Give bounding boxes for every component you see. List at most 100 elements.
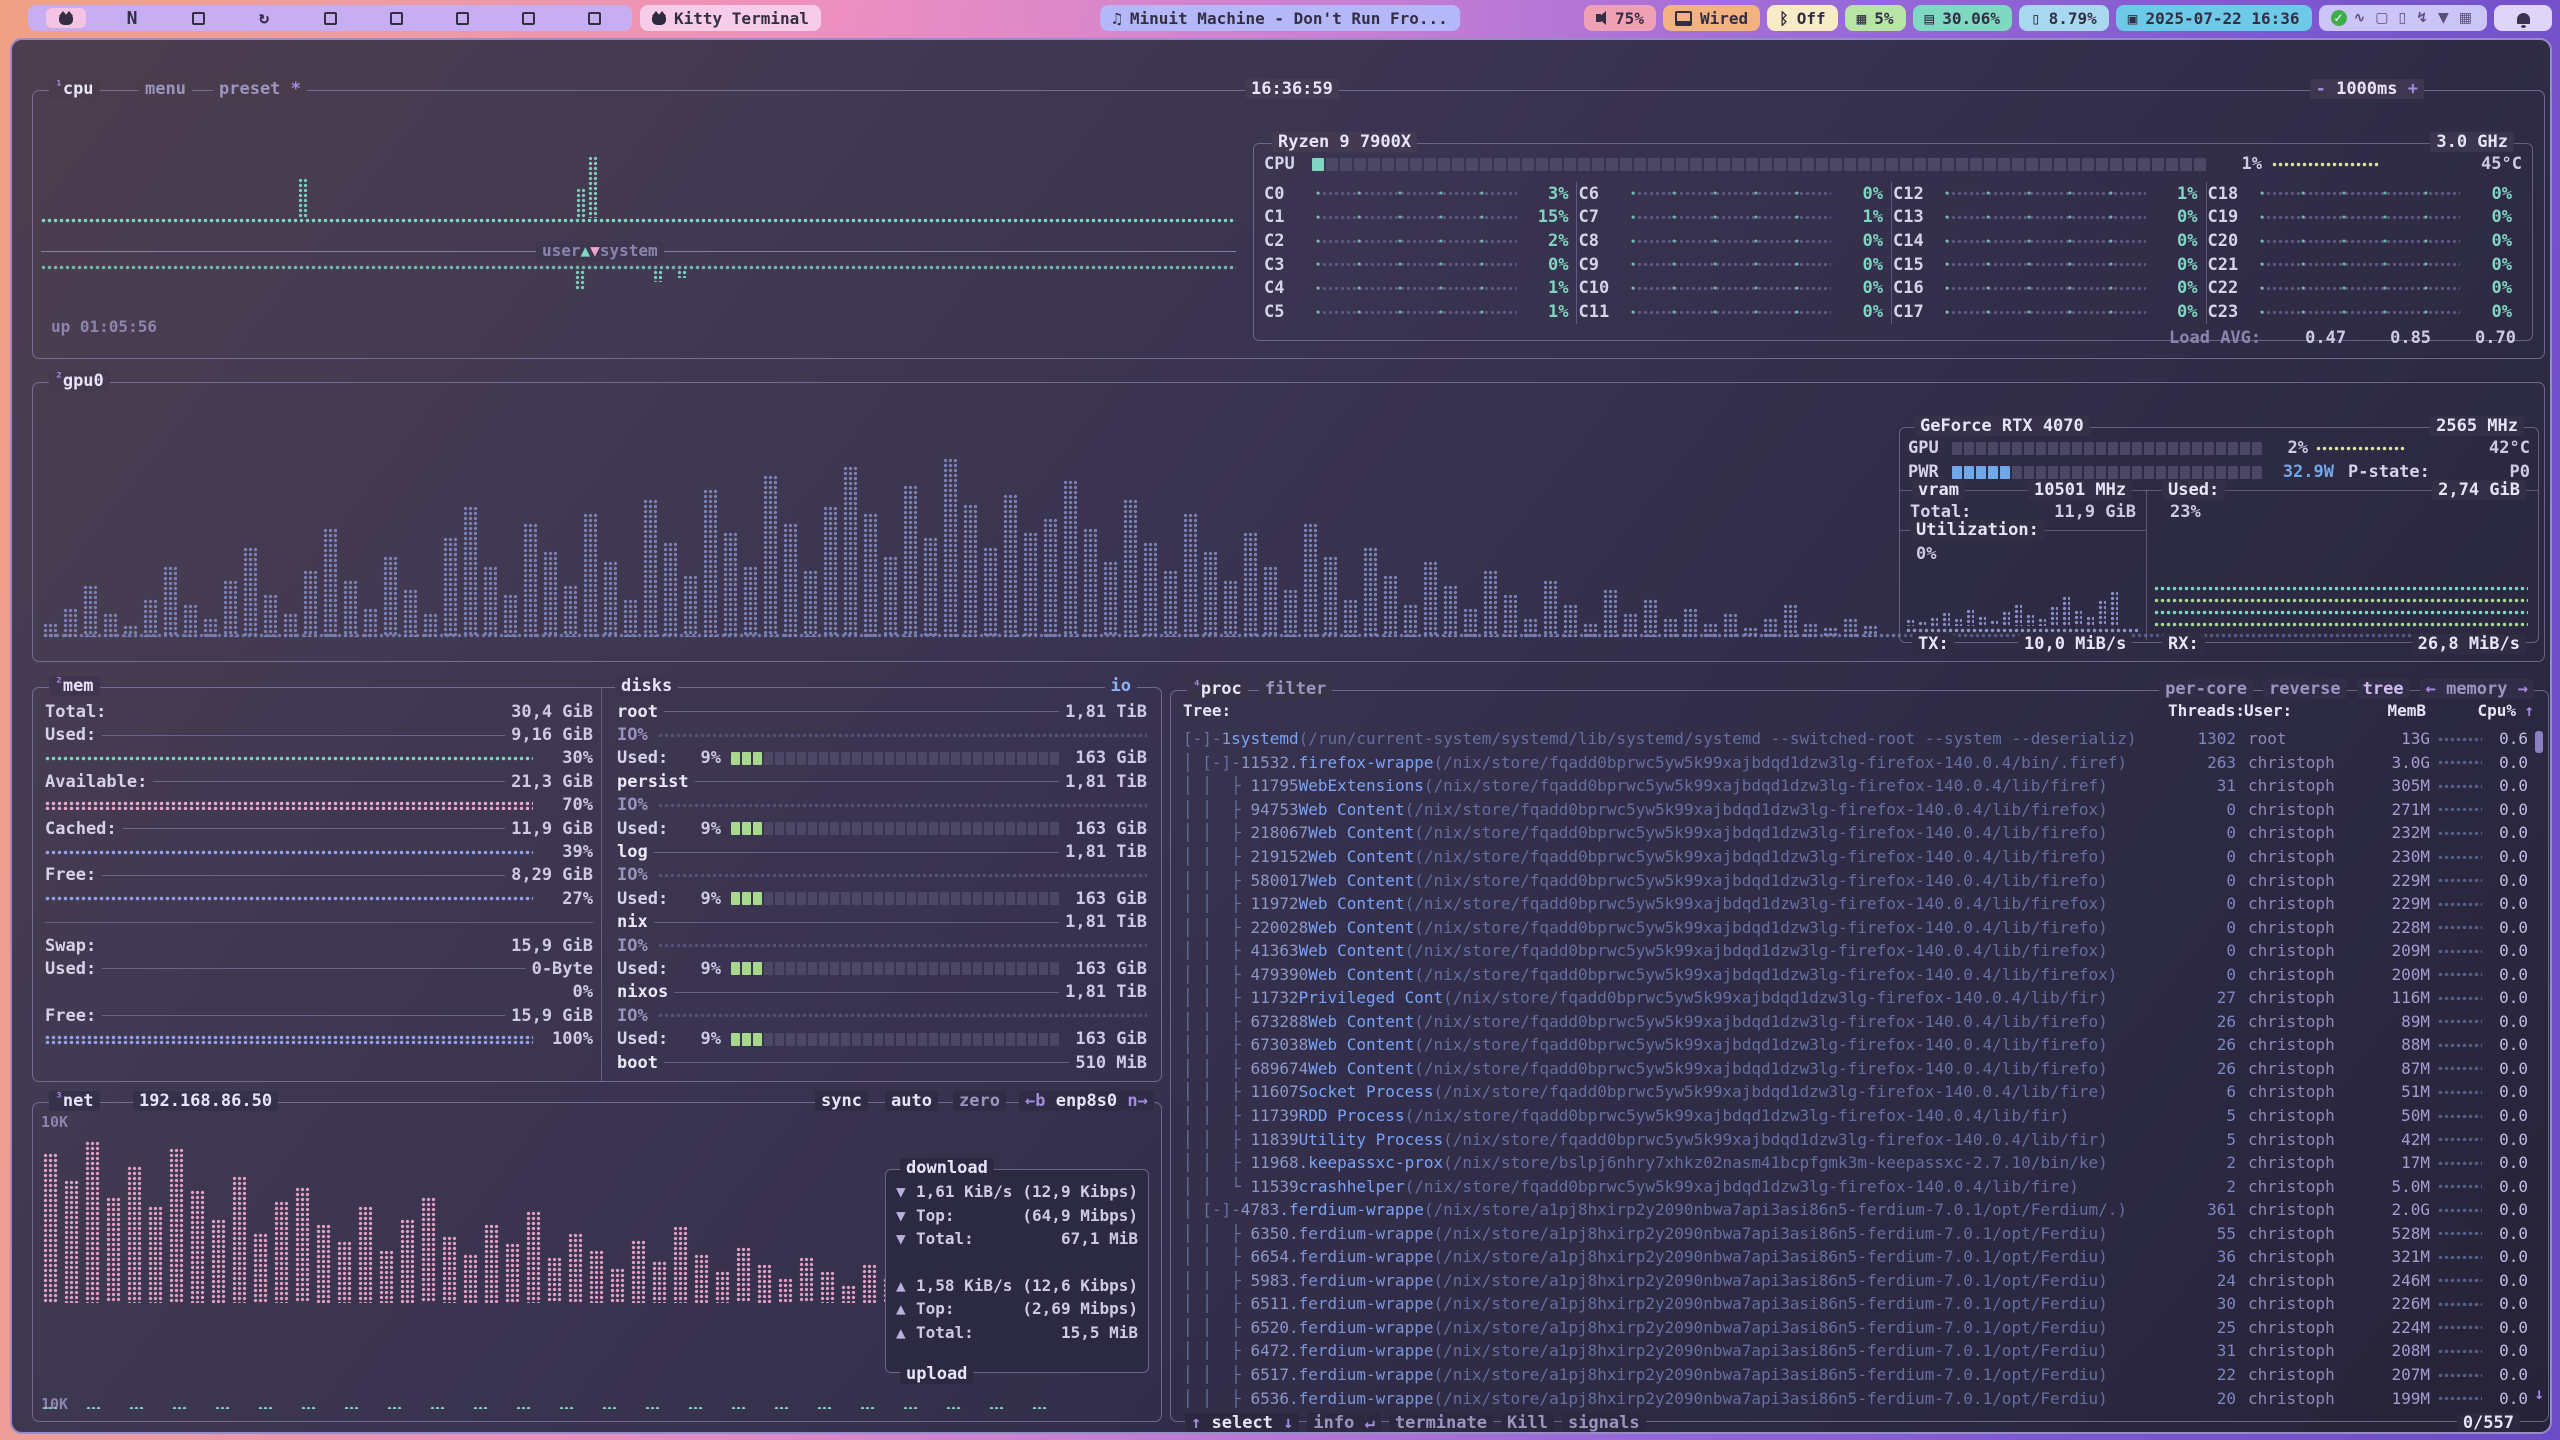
- col-cpu[interactable]: Cpu%: [2477, 701, 2516, 720]
- network-widget[interactable]: Wired: [1662, 5, 1761, 31]
- col-tree[interactable]: Tree:: [1183, 701, 1232, 720]
- net-auto-button[interactable]: auto: [885, 1091, 938, 1111]
- process-row-11739[interactable]: │ │ ├ 11739 RDD Process (/nix/store/fqad…: [1183, 1106, 2528, 1126]
- update-interval-control[interactable]: - 1000ms +: [2309, 79, 2424, 99]
- clock-widget[interactable]: ▣ 2025-07-22 16:36: [2115, 5, 2312, 31]
- process-row-1[interactable]: [-]- 1 systemd (/run/current-system/syste…: [1183, 729, 2528, 749]
- workspace-square[interactable]: [508, 8, 548, 28]
- proc-reverse-toggle[interactable]: reverse: [2262, 679, 2347, 699]
- process-row-580017[interactable]: │ │ ├ 580017 Web Content (/nix/store/fqa…: [1183, 870, 2528, 890]
- volume-value: 75%: [1615, 8, 1644, 28]
- col-user[interactable]: User:: [2244, 701, 2293, 720]
- workspace-cat[interactable]: [46, 8, 86, 28]
- process-row-6520[interactable]: │ │ ├ 6520 .ferdium-wrappe (/nix/store/a…: [1183, 1317, 2528, 1337]
- mem-panel-title[interactable]: ²mem: [49, 676, 100, 696]
- check-icon[interactable]: ✓: [2330, 10, 2347, 26]
- disks-io-toggle[interactable]: io: [1104, 676, 1137, 696]
- workspace-square[interactable]: [574, 8, 614, 28]
- net-panel-title[interactable]: ³net: [49, 1091, 100, 1111]
- proc-signals-button[interactable]: signals: [1561, 1413, 1646, 1432]
- cpu-value: 5%: [1874, 8, 1894, 28]
- process-row-11972[interactable]: │ │ ├ 11972 Web Content (/nix/store/fqad…: [1183, 894, 2528, 914]
- notification-bell[interactable]: [2494, 5, 2552, 31]
- process-row-5983[interactable]: │ │ ├ 5983 .ferdium-wrappe (/nix/store/a…: [1183, 1270, 2528, 1290]
- workspace-square[interactable]: [178, 8, 218, 28]
- process-row-218067[interactable]: │ │ ├ 218067 Web Content (/nix/store/fqa…: [1183, 823, 2528, 843]
- proc-sort-column-switcher[interactable]: ← memory →: [2419, 679, 2534, 699]
- disk-widget[interactable]: ▯ 8.79%: [2018, 5, 2109, 31]
- proc-select-buttons[interactable]: ↑ select ↓: [1185, 1413, 1300, 1432]
- process-row-94753[interactable]: │ │ ├ 94753 Web Content (/nix/store/fqad…: [1183, 799, 2528, 819]
- process-row-11839[interactable]: │ │ ├ 11839 Utility Process (/nix/store/…: [1183, 1129, 2528, 1149]
- gpu-usage-pct: 2%: [2287, 438, 2308, 458]
- process-row-219152[interactable]: │ │ ├ 219152 Web Content (/nix/store/fqa…: [1183, 847, 2528, 866]
- memory-widget[interactable]: ▤ 30.06%: [1912, 5, 2012, 31]
- process-row-11607[interactable]: │ │ ├ 11607 Socket Process (/nix/store/f…: [1183, 1082, 2528, 1102]
- process-row-11795[interactable]: │ │ ├ 11795 WebExtensions (/nix/store/fq…: [1183, 776, 2528, 796]
- disks-title[interactable]: disks: [615, 676, 679, 696]
- shield-icon[interactable]: ▼: [2437, 10, 2449, 26]
- core-row-C19: C19 0%: [2207, 207, 2513, 228]
- proc-filter-button[interactable]: filter: [1259, 679, 1333, 699]
- system-tray[interactable]: ✓ ∿ ▢ ▯ ↯ ▼ ▦: [2318, 5, 2487, 31]
- process-row-220028[interactable]: │ │ ├ 220028 Web Content (/nix/store/fqa…: [1183, 917, 2528, 937]
- col-memb[interactable]: MemB: [2387, 701, 2426, 720]
- process-row-11539[interactable]: │ │ └ 11539 crashhelper (/nix/store/fqad…: [1183, 1176, 2528, 1196]
- process-row-6350[interactable]: │ │ ├ 6350 .ferdium-wrappe (/nix/store/a…: [1183, 1223, 2528, 1243]
- zigzag-icon[interactable]: ↯: [2416, 10, 2428, 26]
- cpu-total-pct: 1%: [2241, 154, 2262, 174]
- workspace-nvim[interactable]: N: [126, 7, 138, 29]
- cpu-panel-title[interactable]: ¹cpu: [49, 79, 100, 99]
- phone-icon[interactable]: ▯: [2398, 10, 2407, 26]
- proc-scrollbar-thumb[interactable]: [2535, 731, 2543, 753]
- process-row-6472[interactable]: │ │ ├ 6472 .ferdium-wrappe (/nix/store/a…: [1183, 1341, 2528, 1361]
- proc-percore-toggle[interactable]: per-core: [2159, 679, 2253, 699]
- cpu-widget[interactable]: ▦ 5%: [1844, 5, 1906, 31]
- workspace-square[interactable]: [442, 8, 482, 28]
- net-interface-switcher[interactable]: ←b enp8s0 n→: [1019, 1091, 1154, 1111]
- process-row-6511[interactable]: │ │ ├ 6511 .ferdium-wrappe (/nix/store/a…: [1183, 1294, 2528, 1314]
- core-row-C12: C12 1%: [1893, 183, 2198, 204]
- music-player-pill[interactable]: ♫ Minuit Machine - Don't Run Fro...: [1100, 5, 1460, 31]
- gpu-panel-title[interactable]: ²gpu0: [49, 371, 110, 391]
- net-sync-button[interactable]: sync: [815, 1091, 868, 1111]
- col-threads[interactable]: Threads:: [2168, 701, 2246, 720]
- process-row-673288[interactable]: │ │ ├ 673288 Web Content (/nix/store/fqa…: [1183, 1011, 2528, 1031]
- gpu-usage-meter: [1952, 441, 2262, 455]
- window-icon[interactable]: ▢: [2375, 10, 2389, 26]
- process-row-673038[interactable]: │ │ ├ 673038 Web Content (/nix/store/fqa…: [1183, 1035, 2528, 1055]
- scroll-down-arrow[interactable]: ↓: [2534, 1384, 2544, 1403]
- wave-icon[interactable]: ∿: [2353, 10, 2366, 26]
- proc-panel-title[interactable]: ⁴proc: [1187, 679, 1248, 699]
- proc-tree-toggle[interactable]: tree: [2356, 679, 2410, 699]
- proc-info-button[interactable]: info ↵: [1307, 1413, 1381, 1432]
- workspace-reload[interactable]: ↻: [258, 8, 270, 28]
- menu-button[interactable]: menu: [139, 79, 192, 99]
- process-row-11968[interactable]: │ │ ├ 11968 .keepassxc-prox (/nix/store/…: [1183, 1153, 2528, 1173]
- process-row-689674[interactable]: │ │ ├ 689674 Web Content (/nix/store/fqa…: [1183, 1058, 2528, 1078]
- workspace-square[interactable]: [376, 8, 416, 28]
- proc-kill-button[interactable]: Kill: [1501, 1413, 1554, 1432]
- sort-direction-arrow[interactable]: ↑: [2524, 701, 2534, 720]
- workspace-switcher[interactable]: N ↻: [28, 5, 632, 31]
- process-row-479390[interactable]: │ │ ├ 479390 Web Content (/nix/store/fqa…: [1183, 964, 2528, 984]
- process-row-6654[interactable]: │ │ ├ 6654 .ferdium-wrappe (/nix/store/a…: [1183, 1247, 2528, 1267]
- process-row-11732[interactable]: │ │ ├ 11732 Privileged Cont (/nix/store/…: [1183, 988, 2528, 1008]
- vram-clock: 10501 MHz: [2028, 480, 2133, 500]
- process-row-6536[interactable]: │ │ ├ 6536 .ferdium-wrappe (/nix/store/a…: [1183, 1388, 2528, 1408]
- process-row-11532[interactable]: │ [-]- 11532 .firefox-wrappe (/nix/store/…: [1183, 752, 2528, 772]
- net-zero-button[interactable]: zero: [953, 1091, 1006, 1111]
- gpu-panel: ²gpu0 GeForce RTX 4070 2565 MHz GPU 2% 4…: [32, 371, 2545, 662]
- gpu-util-label: Utilization:: [1910, 520, 2045, 540]
- process-row-41363[interactable]: │ │ ├ 41363 Web Content (/nix/store/fqad…: [1183, 941, 2528, 961]
- bluetooth-widget[interactable]: ᛒ Off: [1767, 5, 1838, 31]
- preset-button[interactable]: preset *: [213, 79, 307, 99]
- volume-widget[interactable]: 75%: [1584, 5, 1656, 31]
- window-title-pill[interactable]: Kitty Terminal: [640, 5, 821, 31]
- proc-terminate-button[interactable]: terminate: [1388, 1413, 1493, 1432]
- workspace-square[interactable]: [310, 8, 350, 28]
- process-row-6517[interactable]: │ │ ├ 6517 .ferdium-wrappe (/nix/store/a…: [1183, 1365, 2528, 1385]
- process-row-4783[interactable]: │ [-]- 4783 .ferdium-wrappe (/nix/store/a…: [1183, 1200, 2528, 1220]
- keyboard-icon[interactable]: ▦: [2458, 10, 2472, 26]
- core-row-C6: C6 0%: [1578, 183, 1884, 204]
